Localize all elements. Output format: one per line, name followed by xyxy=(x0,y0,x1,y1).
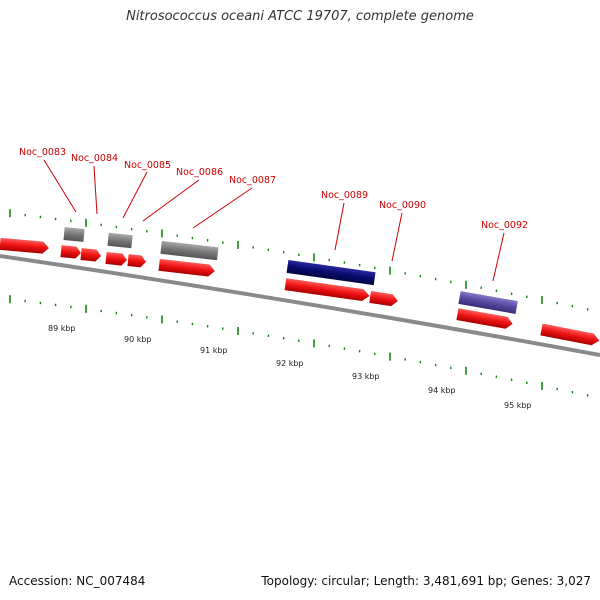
gene-label-noc-0083: Noc_0083 xyxy=(19,147,66,158)
gene-label-noc-0085: Noc_0085 xyxy=(124,160,171,171)
label-connectors xyxy=(43,159,505,282)
cds-arrow[interactable] xyxy=(80,248,101,262)
map-title: Nitrosococcus oceani ATCC 19707, complet… xyxy=(126,9,474,24)
gene-noc-0083[interactable] xyxy=(63,227,85,242)
kbp-label: 92 kbp xyxy=(276,359,304,368)
cds-arrow[interactable] xyxy=(0,237,49,254)
inner-tick-ring xyxy=(9,295,589,397)
cds-arrow[interactable] xyxy=(105,251,127,266)
kbp-label: 93 kbp xyxy=(352,372,380,381)
cds-arrow[interactable] xyxy=(127,254,146,268)
cds-arrow[interactable] xyxy=(158,258,216,277)
kbp-label: 95 kbp xyxy=(504,401,532,410)
gene-label-noc-0087: Noc_0087 xyxy=(229,175,276,186)
gene-label-noc-0084: Noc_0084 xyxy=(71,153,118,164)
cds-arrow[interactable] xyxy=(60,245,81,259)
accession-text: Accession: NC_007484 xyxy=(9,574,146,588)
cds-arrow[interactable] xyxy=(284,278,371,302)
cds-arrow[interactable] xyxy=(369,290,398,307)
kbp-label: 94 kbp xyxy=(428,386,456,395)
genome-summary-text: Topology: circular; Length: 3,481,691 bp… xyxy=(261,574,591,588)
gene-noc-0089[interactable] xyxy=(286,259,376,286)
gene-noc-0087[interactable] xyxy=(160,240,219,261)
gene-label-noc-0090: Noc_0090 xyxy=(379,200,426,211)
kbp-label: 89 kbp xyxy=(48,324,76,333)
kbp-label: 90 kbp xyxy=(124,335,152,344)
genome-backbone xyxy=(0,254,600,357)
gene-label-noc-0086: Noc_0086 xyxy=(176,167,223,178)
outer-tick-ring xyxy=(9,209,589,311)
gene-label-noc-0089: Noc_0089 xyxy=(321,190,368,201)
cds-arrow[interactable] xyxy=(540,323,600,347)
cds-arrow[interactable] xyxy=(456,308,513,330)
gene-noc-0092[interactable] xyxy=(458,291,518,314)
gene-label-noc-0092: Noc_0092 xyxy=(481,220,528,231)
gene-noc-0085[interactable] xyxy=(107,232,133,249)
kbp-label: 91 kbp xyxy=(200,346,228,355)
